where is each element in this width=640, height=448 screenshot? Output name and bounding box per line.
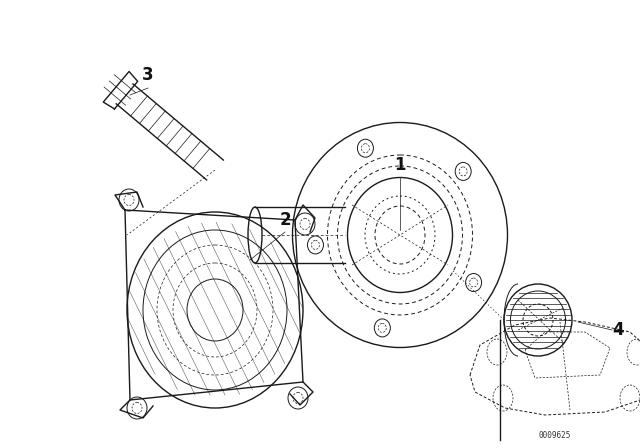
Text: 2: 2 [279, 211, 291, 229]
Text: 3: 3 [142, 66, 154, 84]
Text: 1: 1 [394, 156, 406, 174]
Text: 4: 4 [612, 321, 624, 339]
Text: 0009625: 0009625 [539, 431, 571, 439]
